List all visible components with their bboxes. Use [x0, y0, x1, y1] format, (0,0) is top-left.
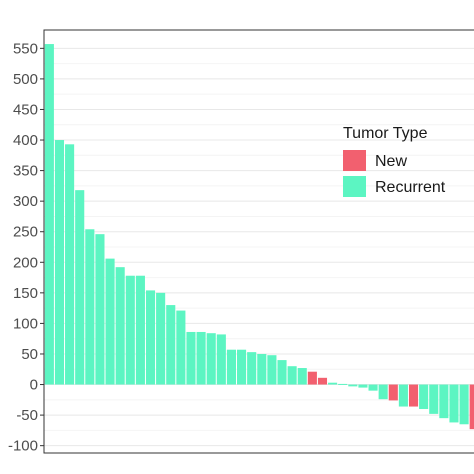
bar — [105, 258, 115, 385]
bar — [368, 384, 378, 391]
bar — [135, 275, 145, 385]
bar — [317, 377, 328, 385]
bar — [257, 353, 267, 385]
bar — [206, 333, 216, 385]
y-tick-label: -50 — [16, 407, 38, 424]
bar — [44, 44, 54, 385]
bar — [388, 384, 398, 401]
y-tick-label: 250 — [13, 224, 38, 241]
y-tick-label: 300 — [13, 193, 38, 210]
bar — [267, 355, 277, 385]
bar — [85, 229, 95, 385]
bar — [287, 366, 297, 385]
y-tick-label: 200 — [13, 254, 38, 271]
bar — [408, 384, 419, 407]
bar — [338, 383, 348, 385]
legend-label: Recurrent — [375, 179, 446, 196]
y-tick-label: 500 — [13, 71, 38, 88]
y-tick-label: 550 — [13, 40, 38, 57]
bar — [166, 305, 176, 385]
bar — [216, 334, 226, 385]
bar — [145, 290, 156, 385]
bar — [297, 368, 307, 385]
bar — [429, 384, 439, 414]
y-tick-label: 350 — [13, 163, 38, 180]
bar — [247, 352, 257, 385]
bar — [65, 144, 75, 385]
legend: Tumor Type New Recurrent — [343, 125, 446, 197]
y-tick-label: -100 — [8, 438, 38, 455]
y-axis: -100 -50 0 50 100 150 200 250 300 350 400 450 500 550 — [8, 40, 44, 455]
y-tick-label: 0 — [30, 377, 38, 394]
bar — [459, 384, 469, 425]
legend-items: New Recurrent — [343, 150, 446, 197]
bar — [115, 267, 125, 385]
legend-swatch — [343, 150, 366, 171]
bar-series — [44, 44, 474, 430]
bar — [348, 384, 358, 387]
bar — [156, 292, 166, 385]
bar — [125, 275, 135, 385]
y-tick-label: 400 — [13, 132, 38, 149]
bar — [469, 384, 474, 430]
y-tick-label: 50 — [21, 346, 38, 363]
bar — [186, 331, 196, 385]
plot-panel-border — [43, 29, 474, 454]
y-tick-label: 100 — [13, 315, 38, 332]
legend-title: Tumor Type — [343, 125, 428, 142]
bar — [54, 140, 65, 385]
bar — [277, 360, 287, 385]
bar — [449, 384, 459, 423]
bar — [196, 331, 206, 385]
bar — [439, 384, 449, 419]
bar — [398, 384, 408, 407]
legend-label: New — [375, 153, 407, 170]
bar — [226, 349, 236, 385]
bar — [307, 371, 317, 385]
y-tick-label: 150 — [13, 285, 38, 302]
bar — [358, 384, 368, 388]
bar — [237, 349, 247, 385]
bar — [95, 234, 105, 385]
bar — [328, 382, 338, 385]
bar — [176, 310, 186, 385]
bar — [75, 190, 85, 385]
legend-swatch — [343, 176, 366, 197]
bar — [378, 384, 388, 400]
y-tick-label: 450 — [13, 101, 38, 118]
bar — [419, 384, 429, 409]
